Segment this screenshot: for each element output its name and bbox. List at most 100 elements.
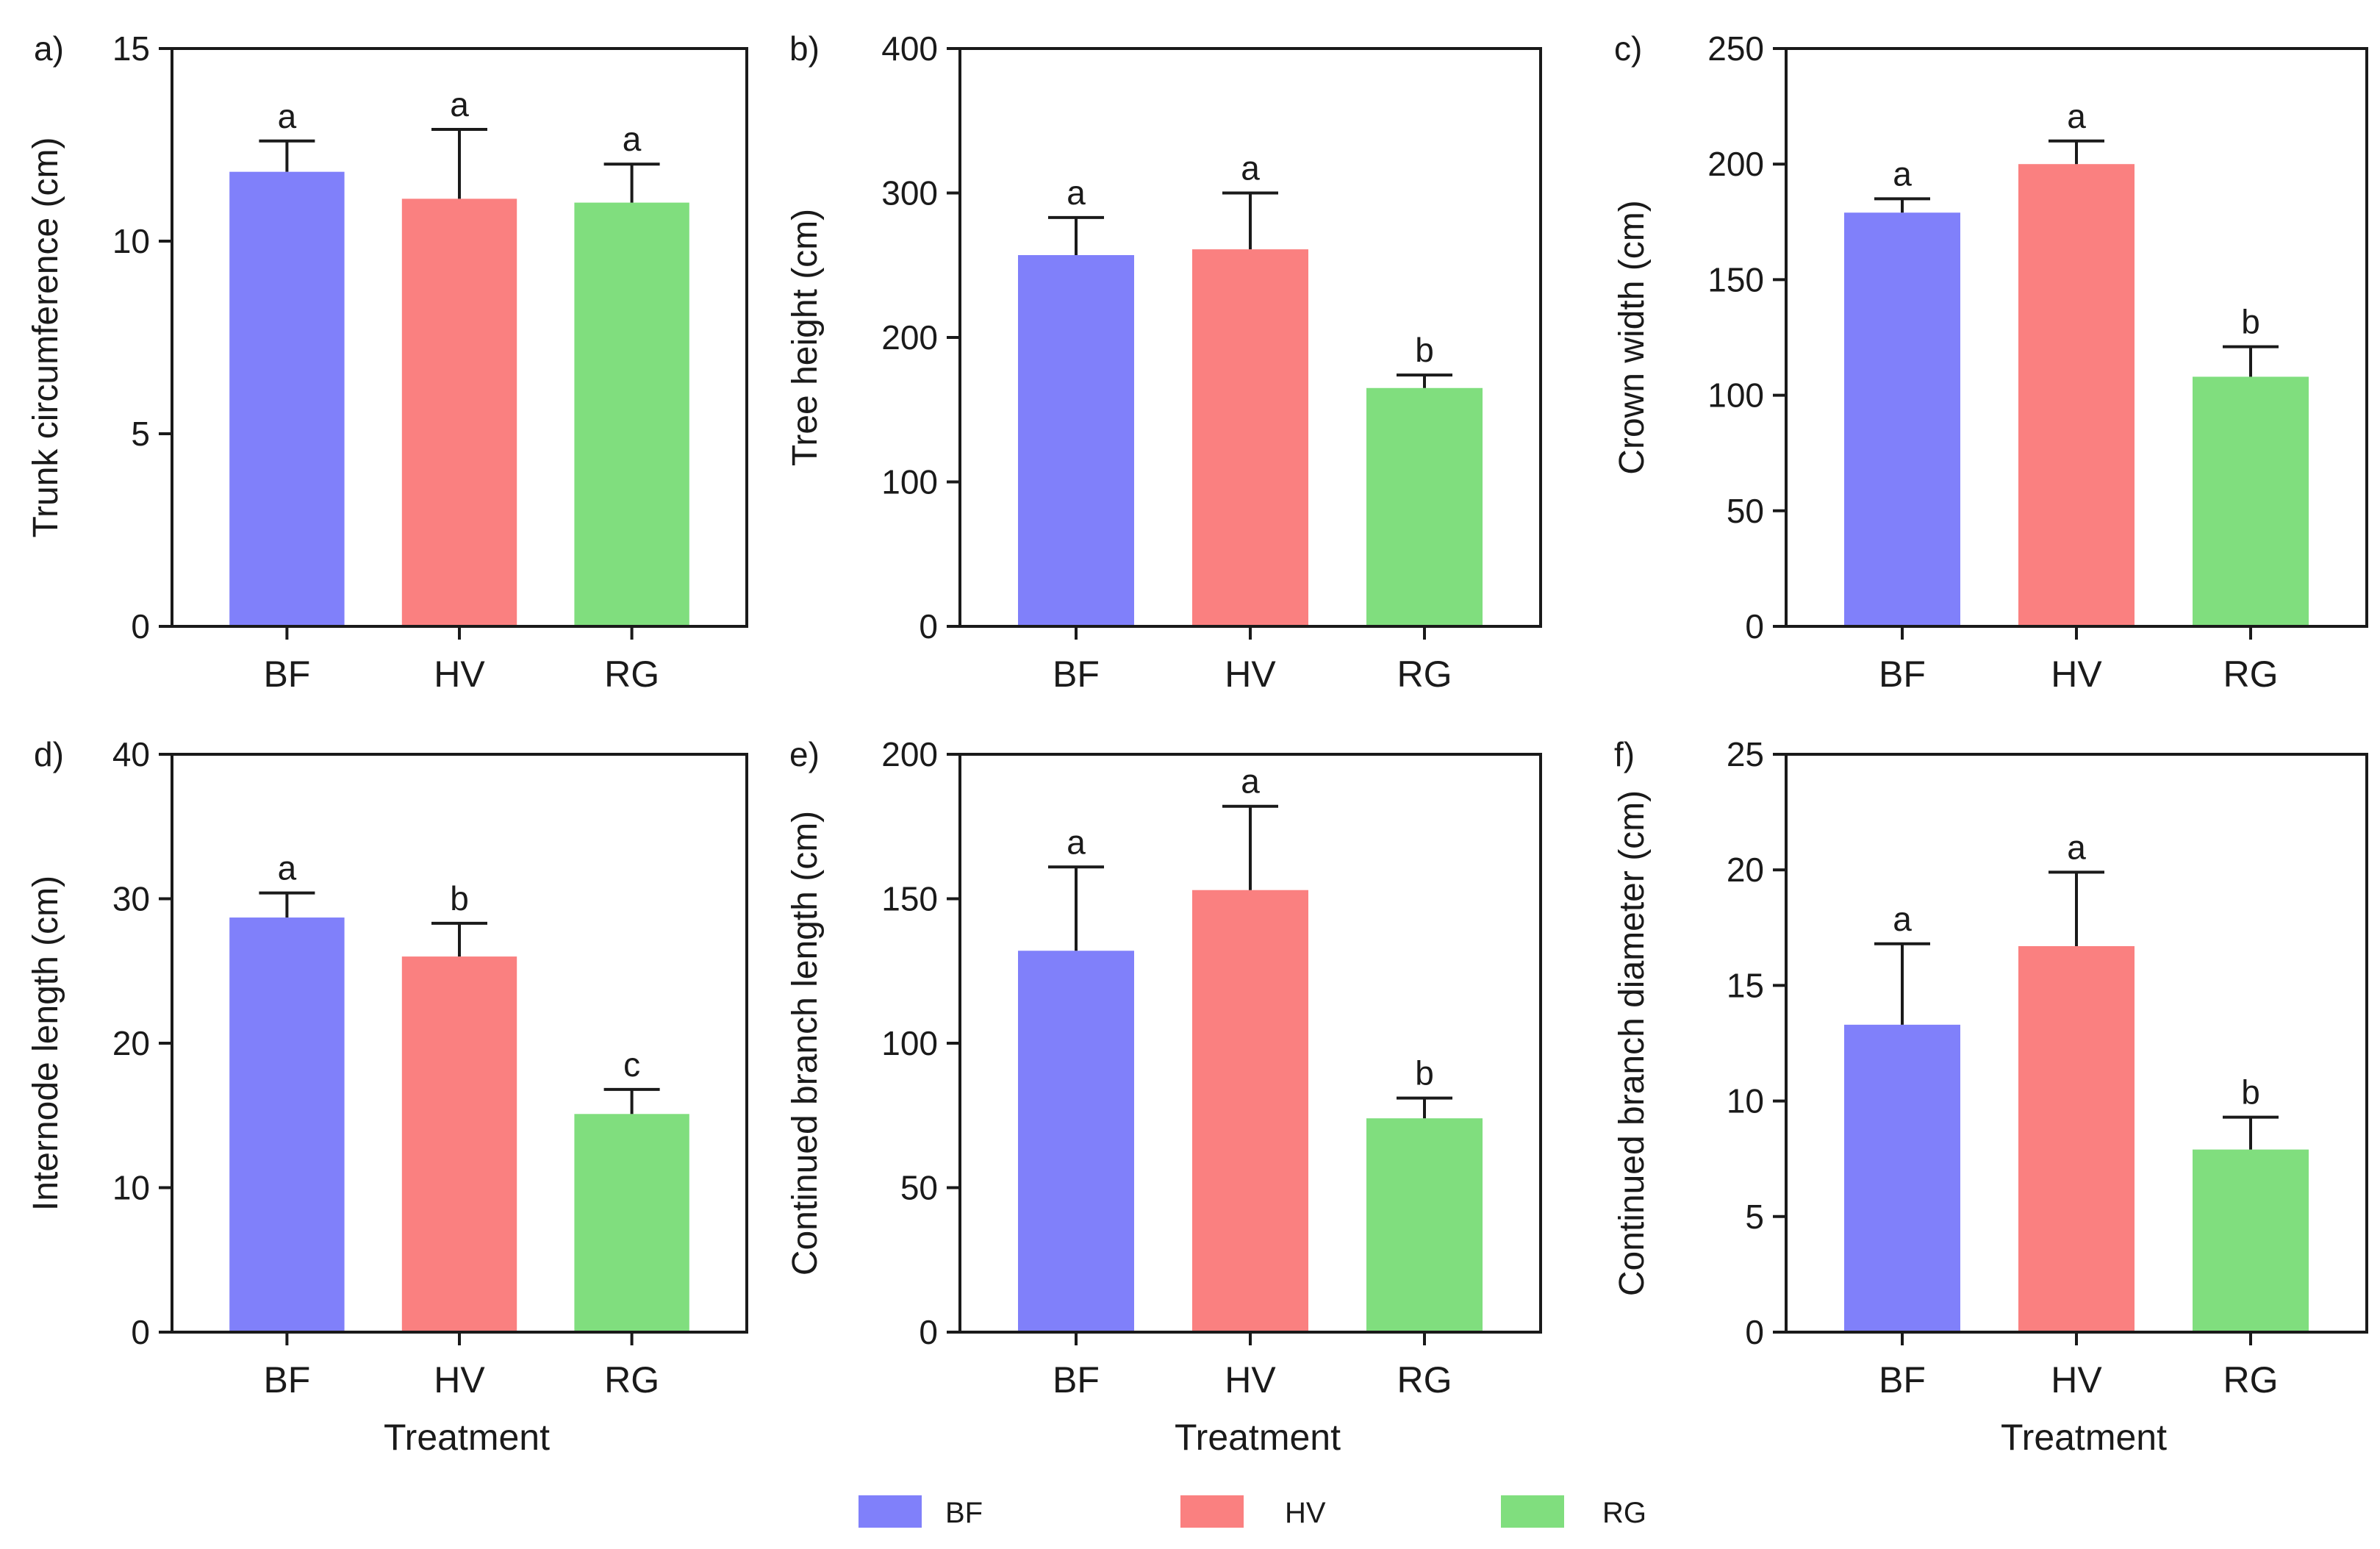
y-tick-label-f: 15: [1727, 966, 1764, 1004]
x-tick-label-f-hv: HV: [2051, 1359, 2102, 1400]
y-tick-label-d: 0: [131, 1313, 150, 1351]
error-bar-e-rg: [1397, 1096, 1452, 1119]
plot-frame-d: [171, 753, 748, 1334]
sig-letter-b-bf: a: [1067, 173, 1086, 212]
y-tick-label-c: 200: [1707, 145, 1764, 183]
legend-swatch-hv: [1180, 1495, 1244, 1528]
error-bar-c-hv: [2049, 139, 2104, 165]
panel-a-label: a): [34, 29, 64, 68]
y-tick-label-a: 5: [131, 415, 150, 453]
bar-d-hv: [401, 956, 517, 1332]
sig-letter-d-hv: b: [450, 879, 469, 917]
bar-a-bf: [229, 171, 345, 626]
plot-frame-b: [958, 47, 1542, 628]
error-bar-a-rg: [603, 162, 660, 203]
panel-d-label: d): [34, 735, 64, 773]
y-tick-label-e: 100: [881, 1024, 938, 1062]
x-tick-label-a-hv: HV: [434, 654, 485, 695]
bar-e-hv: [1192, 890, 1308, 1332]
x-tick-label-d-hv: HV: [434, 1359, 485, 1400]
y-tick-label-b: 300: [881, 174, 938, 212]
bar-c-rg: [2193, 376, 2309, 626]
legend-label-hv: HV: [1285, 1497, 1326, 1529]
y-tick-label-a: 15: [112, 29, 150, 68]
bar-f-hv: [2018, 945, 2135, 1332]
bar-d-bf: [229, 917, 345, 1332]
y-tick-label-d: 10: [112, 1169, 150, 1207]
error-bar-a-bf: [259, 139, 315, 172]
y-tick-label-e: 0: [919, 1313, 938, 1351]
x-tick-label-c-bf: BF: [1879, 654, 1926, 695]
panel-b-ylabel: Tree height (cm): [786, 209, 825, 466]
sig-letter-b-hv: a: [1241, 149, 1260, 187]
y-tick-label-d: 30: [112, 880, 150, 918]
panel-c-label: c): [1614, 29, 1642, 68]
error-bar-b-bf: [1048, 215, 1104, 255]
panel-b: b) Tree height (cm) a BF a HV b RG 0 100 200 300 4…: [786, 29, 1542, 695]
x-tick-label-e-bf: BF: [1053, 1359, 1100, 1400]
panel-f: f) Continued branch diameter (cm) Treatm…: [1613, 735, 2368, 1458]
sig-letter-a-bf: a: [278, 97, 297, 135]
legend-label-bf: BF: [945, 1497, 983, 1529]
x-tick-label-b-bf: BF: [1053, 654, 1100, 695]
sig-letter-c-hv: a: [2067, 97, 2086, 135]
y-tick-label-c: 0: [1745, 607, 1764, 645]
y-tick-label-b: 0: [919, 607, 938, 645]
error-bar-b-hv: [1222, 191, 1278, 250]
error-bar-f-hv: [2049, 870, 2104, 946]
y-tick-label-f: 5: [1745, 1198, 1764, 1236]
x-tick-label-e-hv: HV: [1225, 1359, 1276, 1400]
panel-f-ylabel: Continued branch diameter (cm): [1613, 790, 1652, 1296]
sig-letter-e-bf: a: [1067, 823, 1086, 861]
error-bar-d-hv: [431, 921, 487, 957]
error-bar-c-bf: [1874, 197, 1930, 213]
bar-a-hv: [401, 198, 517, 626]
panel-e-label: e): [789, 735, 820, 773]
y-tick-label-b: 400: [881, 29, 938, 68]
bar-f-bf: [1844, 1024, 1960, 1332]
x-tick-label-b-rg: RG: [1397, 654, 1452, 695]
x-tick-label-d-rg: RG: [604, 1359, 659, 1400]
sig-letter-a-hv: a: [450, 85, 469, 124]
sig-letter-c-bf: a: [1893, 154, 1912, 193]
x-tick-label-c-hv: HV: [2051, 654, 2102, 695]
y-tick-label-a: 10: [112, 222, 150, 260]
panel-f-label: f): [1614, 735, 1635, 773]
panel-e-xlabel: Treatment: [1175, 1417, 1341, 1458]
bar-c-bf: [1844, 212, 1960, 626]
x-tick-label-c-rg: RG: [2223, 654, 2279, 695]
panel-a-ylabel: Trunk circumference (cm): [26, 137, 65, 538]
panel-e: e) Continued branch length (cm) Treatmen…: [786, 735, 1542, 1458]
y-tick-label-d: 40: [112, 735, 150, 773]
panel-f-xlabel: Treatment: [2001, 1417, 2167, 1458]
error-bar-e-hv: [1222, 804, 1278, 890]
error-bar-e-bf: [1048, 865, 1104, 951]
legend-swatch-rg: [1501, 1495, 1564, 1528]
sig-letter-f-bf: a: [1893, 900, 1912, 938]
plot-frame-e: [958, 753, 1542, 1334]
error-bar-f-bf: [1874, 942, 1930, 1025]
x-tick-label-e-rg: RG: [1397, 1359, 1452, 1400]
bar-e-rg: [1366, 1118, 1483, 1332]
error-bar-d-bf: [259, 891, 315, 918]
error-bar-b-rg: [1397, 373, 1452, 388]
y-tick-label-c: 150: [1707, 260, 1764, 298]
y-tick-label-f: 10: [1727, 1082, 1764, 1120]
bar-c-hv: [2018, 164, 2135, 626]
bar-a-rg: [574, 202, 689, 627]
error-bar-d-rg: [603, 1087, 660, 1115]
x-tick-label-f-rg: RG: [2223, 1359, 2279, 1400]
panel-d-xlabel: Treatment: [384, 1417, 550, 1458]
x-tick-label-a-rg: RG: [604, 654, 659, 695]
y-tick-label-f: 20: [1727, 851, 1764, 889]
plot-frame-a: [171, 47, 748, 628]
error-bar-c-rg: [2223, 345, 2279, 377]
panel-c-ylabel: Crown width (cm): [1613, 200, 1652, 474]
sig-letter-e-hv: a: [1241, 762, 1260, 801]
y-tick-label-d: 20: [112, 1024, 150, 1062]
y-tick-label-f: 25: [1727, 735, 1764, 773]
sig-letter-b-rg: b: [1415, 331, 1434, 369]
bar-f-rg: [2193, 1149, 2309, 1332]
sig-letter-d-bf: a: [278, 849, 297, 887]
sig-letter-c-rg: b: [2241, 303, 2260, 341]
